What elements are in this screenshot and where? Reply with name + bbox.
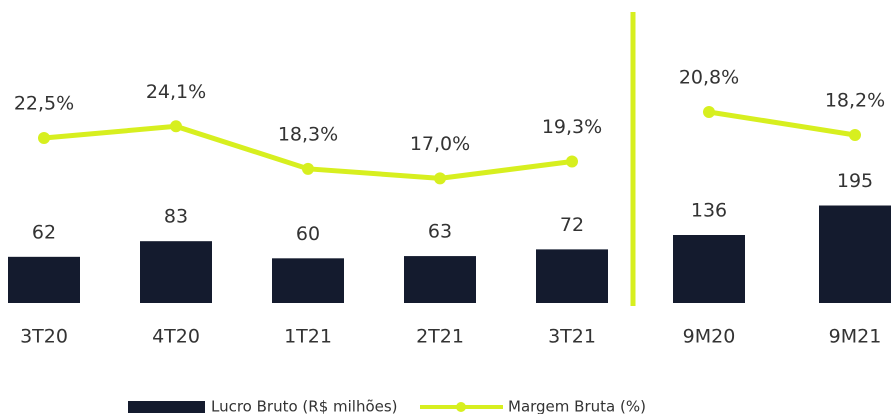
line-value-label: 17,0% bbox=[410, 133, 470, 155]
bar bbox=[404, 256, 476, 303]
line-point bbox=[703, 105, 715, 118]
legend-label: Margem Bruta (%) bbox=[508, 398, 646, 414]
line-value-label: 18,3% bbox=[278, 123, 338, 145]
line-point bbox=[434, 172, 446, 185]
line-point bbox=[566, 155, 578, 168]
line-value-label: 24,1% bbox=[146, 81, 206, 103]
bar-value-label: 83 bbox=[164, 206, 188, 228]
x-tick-label: 9M21 bbox=[829, 326, 882, 348]
legend-swatch-bar bbox=[128, 401, 205, 413]
bar bbox=[673, 235, 745, 303]
x-tick-label: 1T21 bbox=[284, 326, 332, 348]
bar-value-label: 63 bbox=[428, 221, 452, 243]
line-point bbox=[302, 162, 314, 175]
x-tick-label: 3T20 bbox=[20, 326, 68, 348]
bar bbox=[536, 249, 608, 303]
x-tick-label: 4T20 bbox=[152, 326, 200, 348]
bar bbox=[8, 256, 80, 303]
bar-value-label: 195 bbox=[837, 170, 873, 192]
line-value-label: 19,3% bbox=[542, 116, 602, 138]
line-value-label: 20,8% bbox=[679, 66, 739, 88]
bar bbox=[272, 258, 344, 303]
legend-label: Lucro Bruto (R$ milhões) bbox=[211, 398, 398, 414]
line-point bbox=[170, 120, 182, 133]
line-value-label: 22,5% bbox=[14, 93, 74, 115]
bar bbox=[140, 241, 212, 303]
x-tick-label: 3T21 bbox=[548, 326, 596, 348]
line-value-label: 18,2% bbox=[825, 89, 885, 111]
line bbox=[708, 109, 856, 138]
bar bbox=[819, 205, 891, 303]
x-tick-label: 2T21 bbox=[416, 326, 464, 348]
line-point bbox=[38, 132, 50, 145]
bar-value-label: 62 bbox=[32, 221, 56, 243]
bar-value-label: 136 bbox=[691, 200, 727, 222]
x-tick-label: 9M20 bbox=[683, 326, 736, 348]
legend-swatch-dot bbox=[456, 402, 466, 412]
line-point bbox=[849, 128, 861, 141]
bar-value-label: 60 bbox=[296, 223, 320, 245]
bar-value-label: 72 bbox=[560, 214, 584, 236]
